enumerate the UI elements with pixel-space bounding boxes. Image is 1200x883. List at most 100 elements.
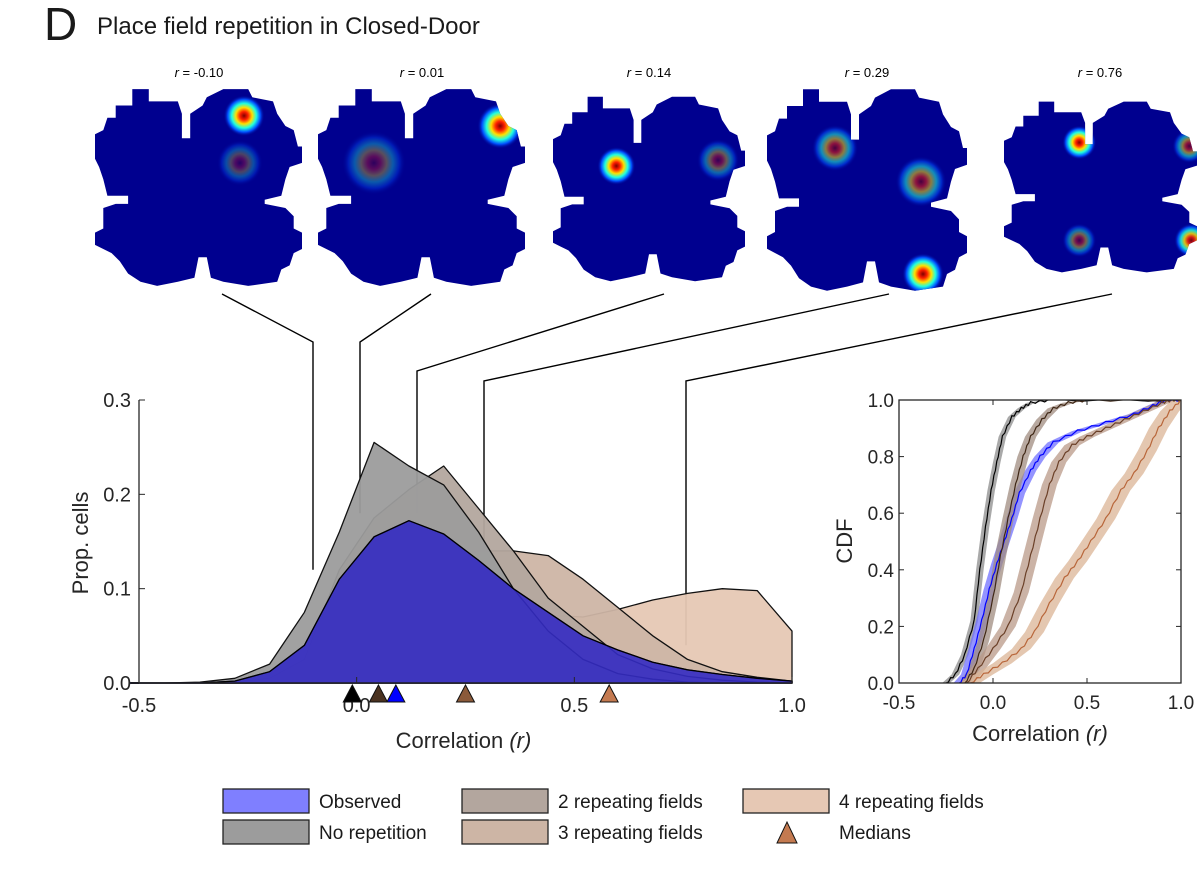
- x-label-italic: (r): [1086, 721, 1108, 746]
- panel-letter: D: [44, 0, 78, 50]
- r-symbol: r: [400, 65, 405, 80]
- connector-line: [685, 293, 1113, 646]
- place-field-hotspot: [811, 124, 859, 172]
- legend-item: 2 repeating fields: [461, 788, 703, 814]
- legend-swatch: [742, 788, 830, 814]
- legend-label: 3 repeating fields: [558, 823, 703, 844]
- ratemap-example: r = 0.76: [1004, 65, 1197, 273]
- ratemap-background: [1004, 101, 1197, 273]
- cdf-band-2-repeating-fields: [959, 400, 1181, 683]
- hist-y-axis-label: Prop. cells: [68, 492, 93, 595]
- place-field-hotspot: [1172, 129, 1197, 164]
- ratemap-r-label: r = -0.10: [175, 65, 224, 80]
- legend-item: 4 repeating fields: [742, 788, 984, 814]
- place-field-hotspot: [902, 253, 944, 291]
- x-label-text: Correlation: [972, 721, 1086, 746]
- place-field-hotspot: [895, 156, 947, 208]
- ratemap-example: r = -0.10: [95, 65, 302, 286]
- ratemap-background: [553, 96, 745, 282]
- place-field-hotspot: [697, 139, 740, 182]
- cdf-x-axis-label: Correlation (r): [972, 721, 1108, 746]
- cdf-y-tick-label: 1.0: [868, 391, 894, 412]
- legend-label: Observed: [319, 792, 401, 813]
- place-field-hotspot: [217, 140, 263, 186]
- r-value: = 0.76: [1082, 65, 1122, 80]
- hist-y-tick-label: 0.1: [103, 579, 131, 601]
- cdf-curves: [942, 400, 1181, 683]
- connector-line: [416, 293, 665, 514]
- legend-item: Observed: [222, 788, 401, 814]
- r-value: = 0.29: [849, 65, 889, 80]
- place-field-hotspot: [1174, 223, 1197, 258]
- median-marker: [368, 683, 389, 703]
- r-value: = 0.14: [631, 65, 671, 80]
- place-field-hotspot: [1062, 223, 1097, 258]
- panel-title: Place field repetition in Closed-Door: [97, 13, 480, 40]
- ratemap-heat: [553, 96, 745, 282]
- ratemap-heat: [95, 89, 302, 286]
- cdf-y-tick-label: 0.4: [868, 561, 895, 582]
- cdf-plot: -0.5 0.0 0.5 1.00.00.20.40.60.81.0Correlati…: [832, 391, 1194, 746]
- place-field-hotspot: [597, 146, 636, 185]
- r-value: = -0.10: [179, 65, 223, 80]
- cdf-y-tick-label: 0.8: [868, 448, 894, 469]
- cdf-y-tick-label: 0.0: [868, 674, 894, 695]
- cdf-line-4-repeating-fields: [970, 400, 1181, 683]
- ratemap-r-label: r = 0.01: [400, 65, 444, 80]
- cdf-x-tick-label: 0.5: [1074, 693, 1100, 714]
- cdf-line-no-repetition: [945, 400, 1173, 683]
- place-field-hotspot: [1062, 125, 1097, 160]
- median-marker: [455, 683, 476, 703]
- ratemap-background: [95, 89, 302, 286]
- hist-x-tick-label: 0.5: [560, 695, 588, 717]
- ratemap-example: r = 0.01: [318, 65, 525, 286]
- place-field-hotspot: [477, 103, 523, 149]
- r-symbol: r: [845, 65, 850, 80]
- cdf-x-tick-label: 1.0: [1168, 693, 1194, 714]
- legend-median-triangle-icon: [776, 820, 798, 844]
- median-marker: [386, 683, 406, 703]
- legend: Observed No repetition 2 repeating fields 3…: [222, 788, 984, 845]
- example-ratemaps: r = -0.10 r = 0.01 r = 0.14 r = 0.29 r = 0.7…: [95, 65, 1197, 291]
- place-field-hotspot: [223, 95, 265, 137]
- hist-y-tick-label: 0.0: [103, 673, 131, 695]
- ratemap-r-label: r = 0.14: [627, 65, 671, 80]
- hist-area-observed-outline: [130, 519, 793, 684]
- ratemap-example: r = 0.14: [553, 65, 745, 282]
- cdf-band-3-repeating-fields: [959, 400, 1181, 683]
- x-label-text: Correlation: [396, 728, 510, 753]
- hist-x-tick-label: 1.0: [778, 695, 806, 717]
- cdf-axes-box: [898, 399, 1182, 684]
- legend-item: No repetition: [222, 819, 427, 845]
- hist-x-axis-label: Correlation (r): [396, 728, 532, 753]
- cdf-x-tick-label: -0.5: [883, 693, 916, 714]
- legend-label: Medians: [839, 823, 911, 844]
- legend-label: No repetition: [319, 823, 427, 844]
- cdf-line-observed: [958, 400, 1181, 683]
- cdf-line-3-repeating-fields: [966, 400, 1181, 683]
- r-symbol: r: [175, 65, 180, 80]
- ratemap-r-label: r = 0.29: [845, 65, 889, 80]
- hist-y-tick-label: 0.2: [103, 484, 131, 506]
- legend-swatch: [461, 788, 549, 814]
- hist-y-tick-label: 0.3: [103, 390, 131, 412]
- median-marker: [599, 683, 619, 703]
- cdf-band-4-repeating-fields: [961, 400, 1181, 683]
- ratemap-heat: [1004, 101, 1197, 273]
- cdf-y-tick-label: 0.2: [868, 617, 894, 638]
- ratemap-heat: [318, 89, 525, 286]
- cdf-y-tick-label: 0.6: [868, 504, 894, 525]
- legend-item: Medians: [776, 820, 911, 844]
- cdf-line-2-repeating-fields: [964, 400, 1176, 683]
- ratemap-heat: [767, 89, 967, 291]
- x-label-italic: (r): [509, 728, 531, 753]
- r-value: = 0.01: [404, 65, 444, 80]
- ratemap-example: r = 0.29: [767, 65, 967, 291]
- legend-label: 2 repeating fields: [558, 792, 703, 813]
- hist-x-tick-label: -0.5: [122, 695, 156, 717]
- legend-swatch: [461, 819, 549, 845]
- legend-swatch: [222, 819, 310, 845]
- cdf-y-axis-label: CDF: [832, 518, 857, 563]
